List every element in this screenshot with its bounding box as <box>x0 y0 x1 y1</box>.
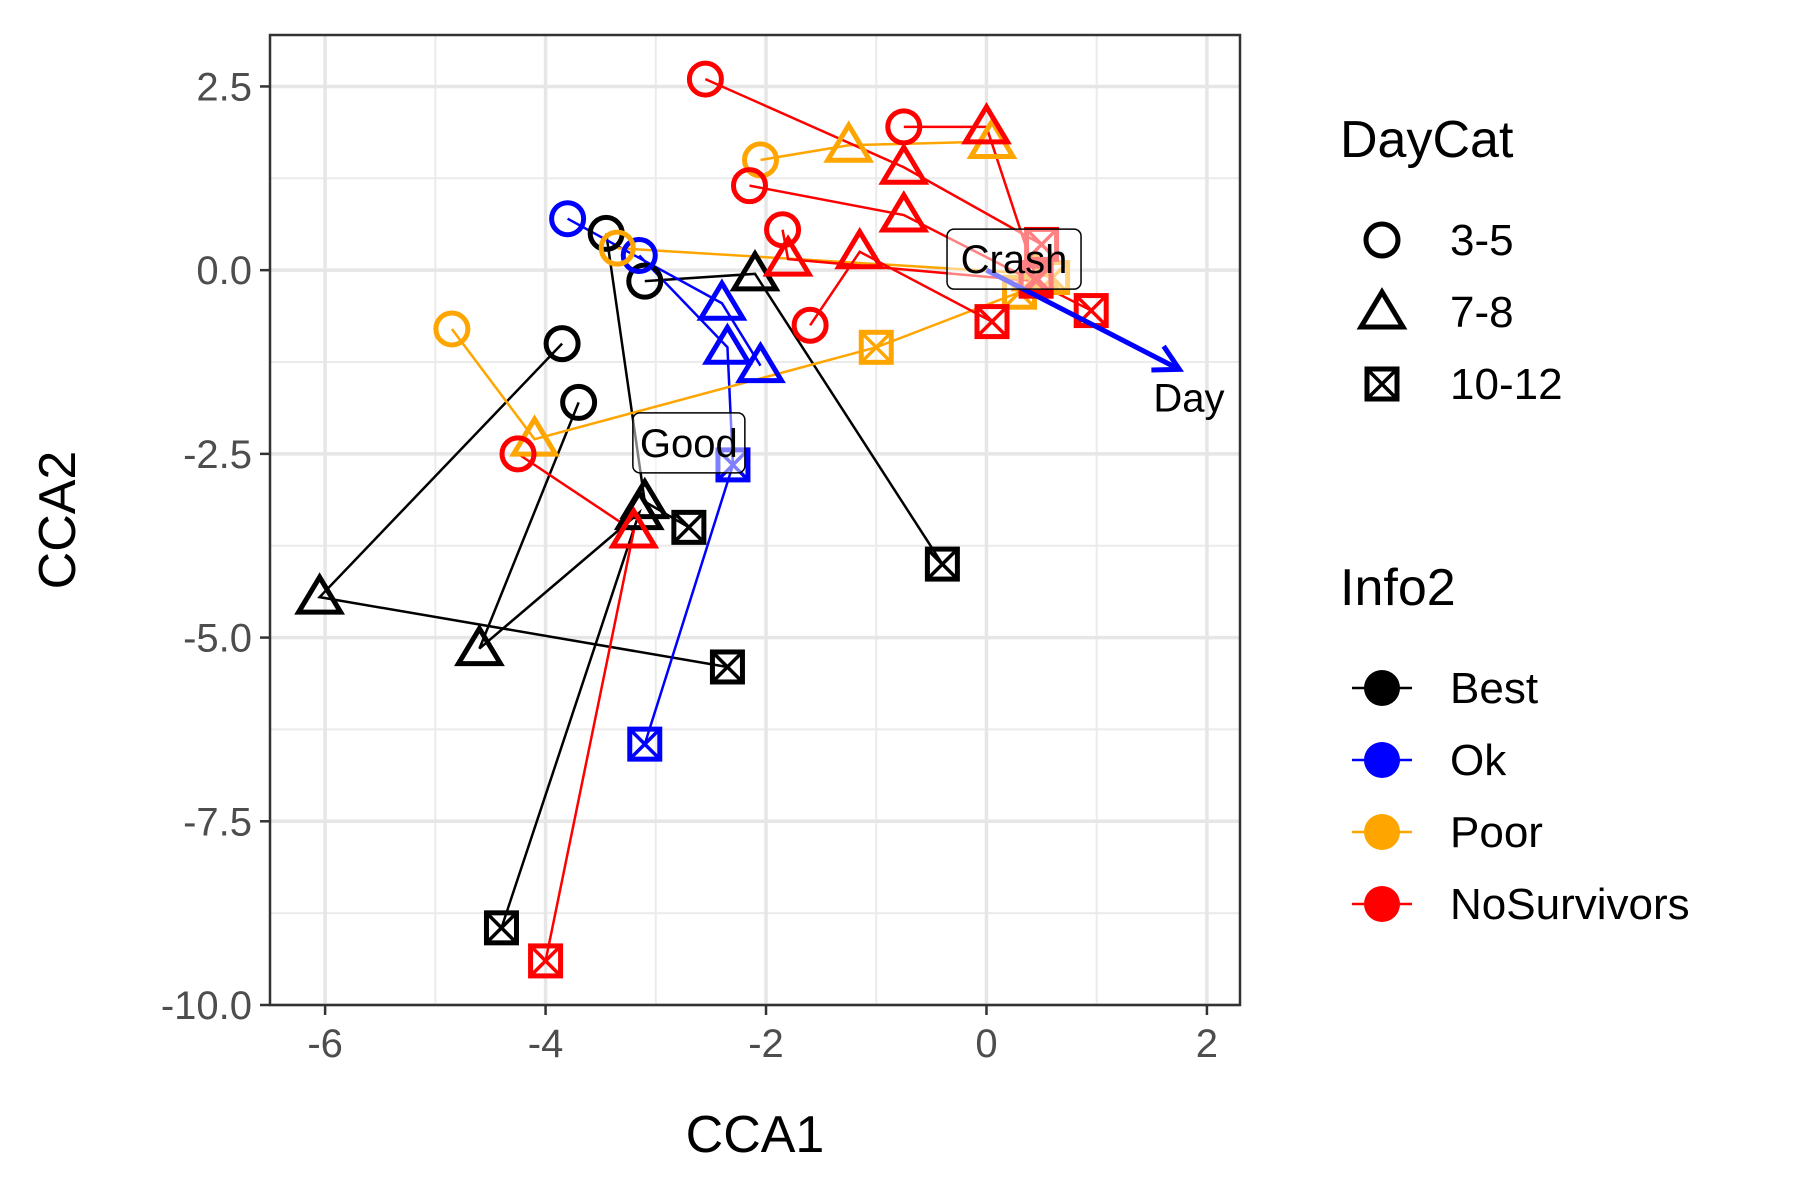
trajectory-line-ok <box>567 217 762 367</box>
trajectory-line-nosurvivors <box>809 250 993 326</box>
data-point-poor-triangle <box>823 120 875 163</box>
data-point-poor-circle <box>433 310 471 348</box>
data-point-poor-circle <box>598 229 636 267</box>
legend-info2-label: Best <box>1450 664 1538 713</box>
data-point-ok-triangle <box>696 278 748 321</box>
legend-key-triangle <box>1356 287 1408 330</box>
x-tick-label: 0 <box>975 1022 997 1066</box>
data-point-nosurvivors-triangle <box>961 101 1012 145</box>
annotation-crash: Crash <box>946 228 1082 290</box>
x-tick-label: -2 <box>748 1022 784 1066</box>
data-point-best-triangle <box>729 248 781 292</box>
legend-info2-label: Ok <box>1450 736 1507 785</box>
annotation-label: Crash <box>961 238 1068 282</box>
legend-daycat-entry: 7-8 <box>1356 287 1514 337</box>
legend-info2: Info2 Best Ok Poor NoSurvivors <box>1340 559 1690 929</box>
legend-daycat-label: 3-5 <box>1450 216 1514 265</box>
data-point-ok-circle <box>620 236 658 274</box>
y-axis-title: CCA2 <box>29 451 87 590</box>
trajectory-line-poor <box>760 140 993 162</box>
y-tick-label: -2.5 <box>183 433 252 477</box>
data-point-nosurvivors-triangle <box>878 142 930 185</box>
x-tick-label: -6 <box>307 1022 343 1066</box>
y-tick-label: -10.0 <box>161 984 252 1028</box>
annotation-good: Good <box>632 412 746 474</box>
legend-daycat-entry: 3-5 <box>1363 216 1514 265</box>
data-point-poor-boxcross <box>858 329 894 365</box>
trajectory-line-nosurvivors <box>517 452 636 962</box>
legend-info2-entry: NoSurvivors <box>1352 880 1690 929</box>
legend-info2-entry: Ok <box>1352 736 1507 785</box>
annotation-box <box>632 412 746 474</box>
legend-key-circle <box>1363 221 1401 259</box>
y-tick-label: 2.5 <box>196 65 252 109</box>
legend-key-dot <box>1364 670 1400 706</box>
legend-key-dot <box>1364 814 1400 850</box>
trajectory-line-nosurvivors <box>704 77 1043 246</box>
legend-key-dot <box>1364 742 1400 778</box>
x-tick-label: 2 <box>1196 1022 1218 1066</box>
data-point-nosurvivors-circle <box>885 108 923 146</box>
trajectory-line-best <box>317 342 728 669</box>
data-point-nosurvivors-boxcross <box>974 304 1010 340</box>
series-points <box>294 60 1109 979</box>
legend-daycat-label: 7-8 <box>1450 288 1514 337</box>
x-axis-title: CCA1 <box>686 1106 825 1164</box>
data-point-ok-circle <box>549 200 587 238</box>
legend-info2-entry: Best <box>1352 664 1538 713</box>
data-point-nosurvivors-circle <box>499 435 537 473</box>
y-tick-label: 0.0 <box>196 249 252 293</box>
plot-panel <box>270 35 1240 1005</box>
trajectory-line-ok <box>638 254 735 745</box>
legend-daycat: DayCat 3-5 7-8 10-12 <box>1340 111 1563 409</box>
legend-daycat-label: 10-12 <box>1450 360 1563 409</box>
arrow-head <box>1151 344 1185 373</box>
data-point-best-boxcross <box>483 910 519 946</box>
y-tick-label: -5.0 <box>183 617 252 661</box>
data-point-poor-triangle <box>966 116 1018 160</box>
legend-info2-label: NoSurvivors <box>1450 880 1690 929</box>
data-point-best-boxcross <box>709 649 745 685</box>
legend-key-boxcross <box>1364 366 1400 402</box>
x-axis: -6 -4 -2 0 2 <box>307 1005 1218 1066</box>
grid-major <box>270 35 1240 1007</box>
data-point-best-boxcross <box>671 509 707 545</box>
annotations: Crash Good <box>632 228 1082 474</box>
data-point-best-circle <box>626 262 664 300</box>
legend-key-dot <box>1364 886 1400 922</box>
data-point-nosurvivors-triangle <box>878 190 930 233</box>
trajectory-line-best <box>478 401 642 929</box>
data-point-nosurvivors-circle <box>686 60 724 98</box>
data-point-nosurvivors-boxcross <box>528 943 564 979</box>
data-point-nosurvivors-circle <box>730 167 768 205</box>
data-point-ok-triangle <box>702 322 753 365</box>
legend-info2-label: Poor <box>1450 808 1543 857</box>
y-axis: 2.5 0.0 -2.5 -5.0 -7.5 -10.0 <box>161 65 270 1028</box>
trajectory-line-best <box>644 272 944 565</box>
data-point-nosurvivors-circle <box>791 306 829 344</box>
data-point-best-triangle <box>613 487 665 531</box>
legend-info2-title: Info2 <box>1340 559 1456 617</box>
data-point-nosurvivors-triangle <box>608 506 660 549</box>
data-point-nosurvivors-triangle <box>762 234 814 277</box>
data-point-best-triangle <box>294 572 346 615</box>
legend-daycat-entry: 10-12 <box>1364 360 1563 409</box>
data-point-best-boxcross <box>924 546 960 582</box>
data-point-nosurvivors-triangle <box>834 226 886 270</box>
plot-border <box>268 33 1242 1007</box>
data-point-best-circle <box>543 325 581 363</box>
x-tick-label: -4 <box>528 1022 564 1066</box>
data-point-ok-boxcross <box>627 726 663 762</box>
grid-minor <box>270 35 1240 1005</box>
data-point-best-circle <box>560 383 598 421</box>
arrow-label: Day <box>1153 376 1224 420</box>
trajectory-line-poor <box>450 291 1020 441</box>
data-point-best-triangle <box>454 623 505 667</box>
annotation-box <box>946 228 1082 290</box>
legend-info2-entry: Poor <box>1352 808 1543 857</box>
y-tick-label: -7.5 <box>183 800 252 844</box>
annotation-label: Good <box>640 422 738 466</box>
legend-daycat-title: DayCat <box>1340 111 1514 169</box>
